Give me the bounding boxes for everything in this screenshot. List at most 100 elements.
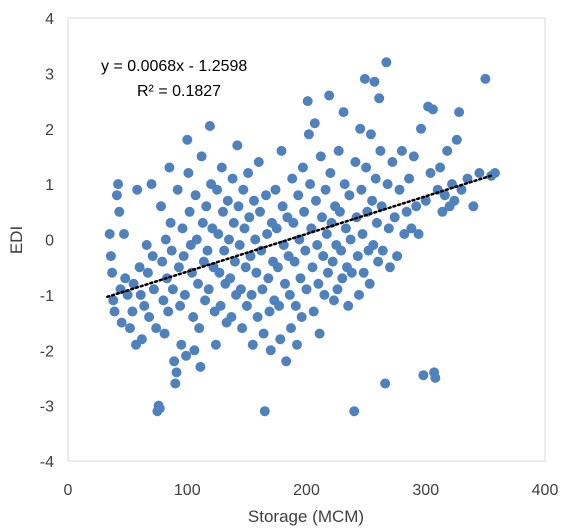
data-point (194, 323, 205, 334)
data-point (352, 251, 363, 262)
data-point (193, 278, 203, 289)
data-point (210, 339, 221, 350)
data-point (257, 284, 268, 295)
data-point (128, 278, 139, 289)
data-point (222, 195, 233, 206)
data-point (176, 339, 187, 350)
data-point (368, 240, 379, 250)
data-point (238, 184, 249, 195)
data-point (375, 145, 386, 156)
data-point (312, 240, 323, 250)
data-point (449, 195, 460, 206)
x-tick-label: 400 (532, 482, 559, 499)
x-tick-label: 100 (174, 482, 201, 499)
data-point (253, 157, 264, 167)
data-point (189, 345, 200, 356)
data-point (394, 184, 405, 195)
data-point (263, 273, 274, 284)
data-point (474, 168, 485, 178)
data-point (280, 278, 290, 289)
data-point (430, 372, 441, 383)
data-point (301, 284, 312, 295)
data-point (204, 121, 215, 131)
data-point (165, 217, 176, 228)
data-point (338, 107, 349, 118)
data-point (127, 306, 138, 317)
data-point (365, 129, 376, 140)
data-point (252, 312, 263, 322)
data-point (359, 73, 370, 84)
data-point (299, 206, 310, 217)
data-point (108, 295, 119, 306)
data-point (167, 284, 178, 295)
data-point (300, 245, 311, 256)
data-point (249, 195, 259, 206)
data-point (228, 217, 239, 228)
data-point (290, 300, 301, 311)
data-point (302, 96, 313, 107)
data-point (343, 300, 354, 311)
data-point (134, 262, 145, 273)
data-point (215, 300, 226, 311)
data-point (281, 356, 292, 367)
data-point (305, 179, 316, 190)
data-point (255, 206, 265, 217)
data-point (171, 367, 182, 378)
x-tick-labels: 0 100 200 300 400 (64, 482, 559, 499)
data-point (229, 256, 240, 267)
data-point (296, 312, 307, 322)
data-point (116, 317, 127, 328)
data-point (237, 323, 248, 334)
data-point (154, 403, 165, 414)
data-point (294, 234, 305, 245)
data-point (387, 157, 398, 167)
data-point (406, 223, 417, 234)
data-point (157, 256, 168, 267)
data-point (265, 345, 276, 356)
data-point (454, 107, 465, 118)
data-point (437, 206, 448, 217)
data-point (369, 76, 380, 87)
data-point (271, 223, 282, 234)
points-layer (104, 57, 500, 417)
data-point (334, 206, 345, 217)
data-point (191, 234, 202, 245)
data-point (113, 179, 124, 190)
data-point (160, 234, 171, 245)
data-point (198, 256, 209, 267)
y-tick-label: 1 (45, 177, 54, 194)
data-point (364, 278, 375, 289)
data-point (250, 234, 261, 245)
data-point (356, 184, 367, 195)
plot-area (67, 17, 546, 462)
data-point (261, 190, 271, 201)
data-point (173, 262, 184, 273)
data-point (346, 267, 357, 278)
data-point (411, 201, 422, 212)
data-point (201, 201, 212, 212)
data-point (195, 361, 206, 372)
data-point (179, 289, 190, 300)
data-point (109, 306, 120, 317)
data-point (317, 212, 327, 223)
data-point (163, 306, 174, 317)
data-point (308, 306, 319, 317)
data-point (235, 284, 246, 295)
data-point (337, 273, 348, 284)
data-point (307, 262, 318, 273)
data-point (119, 229, 129, 239)
data-point (377, 245, 388, 256)
data-point (427, 104, 438, 115)
data-point (287, 173, 298, 184)
data-point (216, 162, 227, 173)
data-point (224, 234, 234, 245)
data-point (313, 278, 324, 289)
data-point (202, 245, 213, 256)
data-point (350, 157, 361, 167)
data-point (333, 145, 344, 156)
data-point (135, 289, 146, 300)
data-point (258, 328, 269, 339)
data-point (212, 184, 223, 195)
